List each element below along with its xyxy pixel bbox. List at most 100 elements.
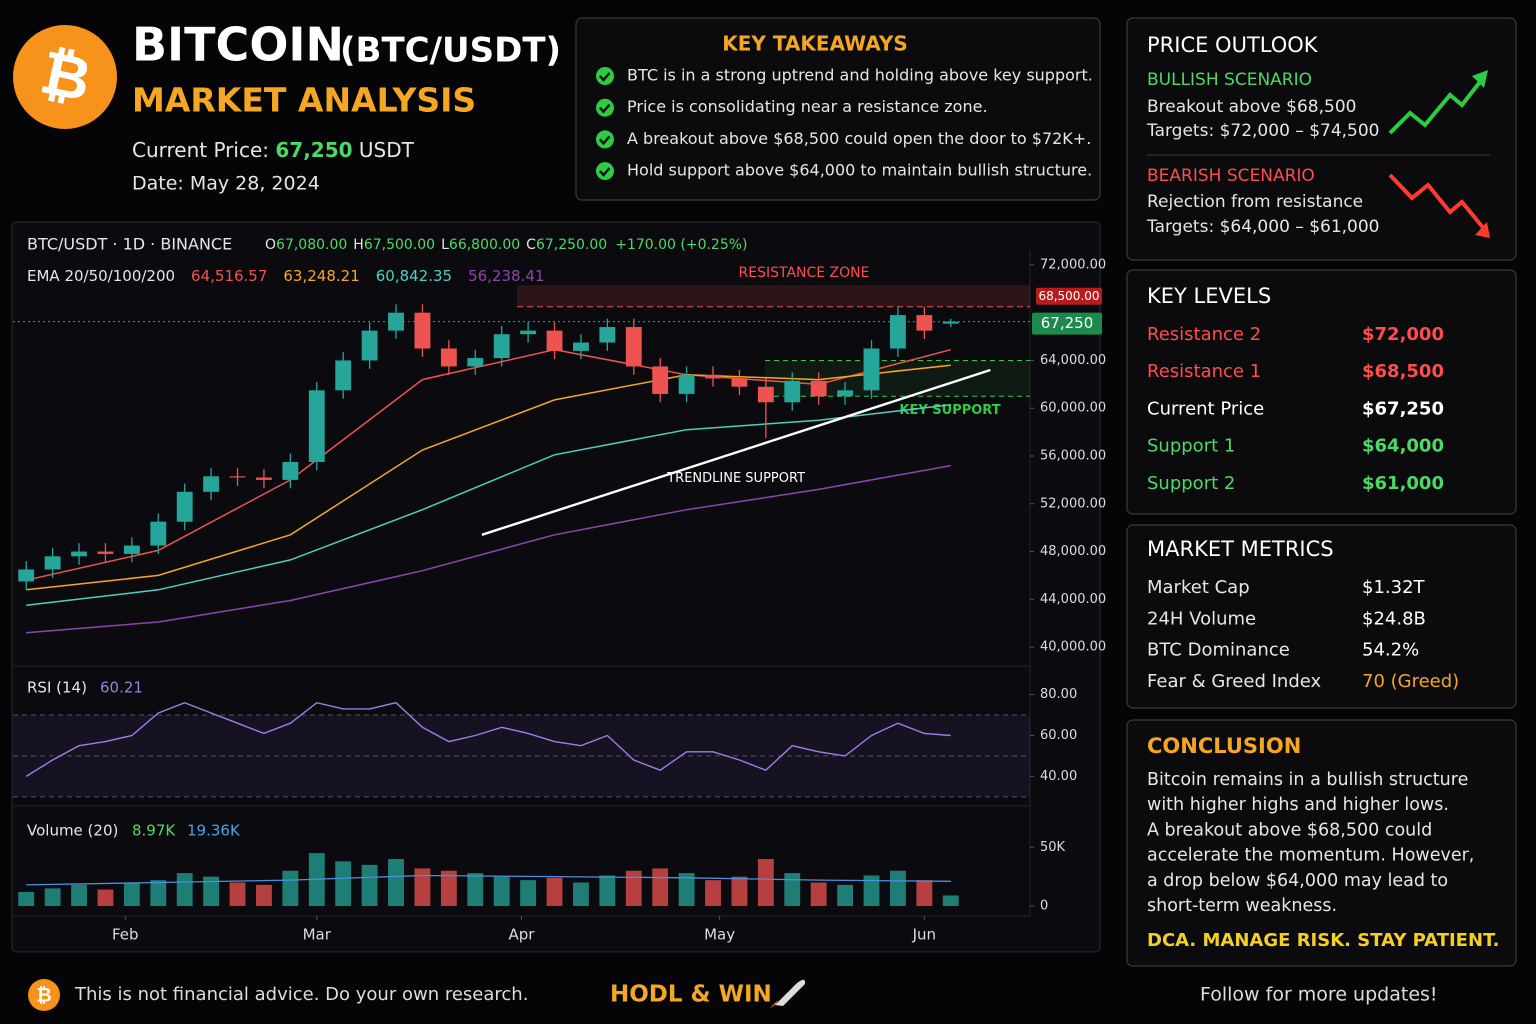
volume-bar — [467, 873, 484, 906]
candle-body — [308, 390, 325, 462]
volume-bar — [97, 889, 114, 906]
conclusion-line: Bitcoin remains in a bullish structure — [1147, 770, 1468, 790]
volume-bar — [256, 884, 272, 906]
candle-body — [388, 312, 404, 331]
volume-bar — [889, 870, 906, 906]
takeaways-list: BTC is in a strong uptrend and holding a… — [596, 66, 1093, 181]
volume-bar — [625, 870, 642, 906]
candle-body — [71, 551, 87, 557]
bearish-line: Targets: $64,000 – $61,000 — [1146, 217, 1380, 237]
conclusion-title: CONCLUSION — [1147, 734, 1301, 758]
ohlc-label: C — [526, 237, 536, 253]
ohlc: O67,080.00 H67,500.00 L66,800.00 C67,250.00… — [265, 237, 748, 253]
conclusion-text: Bitcoin remains in a bullish structure wi… — [1147, 770, 1474, 916]
ema-legend-label: EMA 20/50/100/200 — [27, 267, 175, 285]
row-value: 54.2% — [1362, 640, 1419, 661]
rocket-icon — [769, 979, 806, 1009]
conclusion-box — [1126, 719, 1517, 967]
rsi-title: RSI (14) — [27, 679, 87, 697]
candle-body — [916, 315, 933, 331]
row-value: $1.32T — [1362, 577, 1426, 598]
volume-bar — [282, 870, 299, 906]
current-tag — [1032, 312, 1102, 335]
title: BITCOIN — [132, 18, 344, 72]
candle-body — [361, 330, 378, 361]
takeaway: Hold support above $64,000 to maintain b… — [627, 161, 1092, 180]
candle-body — [625, 327, 642, 367]
rsi-value: 60.21 — [100, 679, 143, 697]
volume-bar — [493, 876, 510, 906]
candle-body — [784, 380, 801, 403]
conclusion-line: short-term weakness. — [1147, 896, 1337, 916]
footer-logo-circle — [28, 979, 60, 1011]
volume-bar — [229, 882, 246, 906]
takeaway: Price is consolidating near a resistance… — [627, 97, 988, 116]
candle-body — [546, 330, 563, 351]
candle-body — [229, 476, 246, 478]
check-mark — [599, 72, 611, 82]
candle-body — [731, 378, 748, 387]
ema-legend: EMA 20/50/100/200 64,516.57 63,248.21 60,84… — [27, 267, 544, 285]
volume-bar — [652, 868, 669, 906]
volume-bar — [123, 882, 140, 906]
candle-body — [810, 380, 827, 397]
candle-body — [282, 461, 299, 480]
y-tick-label: 48,000.00 — [1040, 544, 1106, 559]
check-mark — [599, 103, 611, 114]
volume-value: 8.97K — [132, 822, 176, 840]
symbol: BTC/USDT · 1D · BINANCE — [27, 235, 232, 254]
outlook-title: PRICE OUTLOOK — [1147, 33, 1319, 57]
check-mark — [599, 135, 611, 146]
volume-bar — [335, 861, 352, 906]
volume-bar — [414, 868, 431, 906]
tagline: DCA. MANAGE RISK. STAY PATIENT. — [1147, 930, 1499, 951]
bullish-title: BULLISH SCENARIO — [1147, 70, 1312, 90]
volume-ma-line — [26, 874, 951, 886]
footer-logo: ₿ — [36, 985, 51, 1007]
slogan: HODL & WIN — [610, 982, 772, 1008]
volume-bar — [176, 873, 193, 906]
trendline — [481, 368, 991, 536]
candle-body — [18, 569, 35, 582]
rocket-body — [775, 979, 806, 1006]
candle-body — [203, 476, 220, 492]
row-label: Current Price — [1147, 398, 1264, 419]
x-tick-label: Jun — [912, 926, 936, 944]
candle-body — [678, 374, 695, 394]
candle-body — [414, 312, 431, 349]
ema-line — [26, 364, 951, 591]
volume-bar — [942, 895, 959, 906]
bullish-arrow — [1388, 76, 1485, 135]
ema-line — [26, 464, 951, 634]
candle-body — [942, 321, 959, 324]
x-tick-label: Feb — [112, 926, 139, 944]
candle-body — [573, 342, 589, 351]
plot: 40,000.00 44,000.00 48,000.00 52,000.00 56,0… — [13, 257, 1106, 944]
conclusion-line: with higher highs and higher lows. — [1147, 795, 1449, 815]
volume-bar — [546, 877, 563, 906]
levels-table: Resistance 2 $72,000 Resistance 1 $68,500 Cu… — [1147, 324, 1444, 494]
row-value: $67,250 — [1362, 398, 1444, 419]
volume-bar — [678, 873, 695, 906]
volume-bar — [203, 876, 220, 906]
ohlc-label: H — [353, 237, 364, 253]
ohlc-value: 67,500.00 — [364, 237, 435, 253]
price-line: Current Price: 67,250 USDT — [132, 138, 415, 162]
y-tick-label: 60.00 — [1040, 728, 1077, 743]
logo-circle — [13, 25, 117, 129]
resistance-tag-label: 68,500.00 — [1038, 289, 1099, 303]
row-value: $72,000 — [1362, 324, 1444, 345]
ohlc-label: O — [265, 237, 276, 253]
y-tick-label: 80.00 — [1040, 687, 1077, 702]
y-tick-label: 0 — [1040, 899, 1048, 914]
follow: Follow for more updates! — [1200, 984, 1438, 1006]
support-zone — [765, 360, 1030, 397]
price-unit: USDT — [359, 138, 415, 162]
row-label: Resistance 2 — [1147, 324, 1261, 345]
price: 67,250 — [275, 138, 352, 162]
price-label: Current Price: — [132, 138, 269, 162]
row-label: 24H Volume — [1147, 608, 1256, 629]
volume-bar — [361, 864, 378, 906]
row-label: Resistance 1 — [1147, 361, 1261, 382]
ema-value: 64,516.57 — [191, 267, 267, 285]
